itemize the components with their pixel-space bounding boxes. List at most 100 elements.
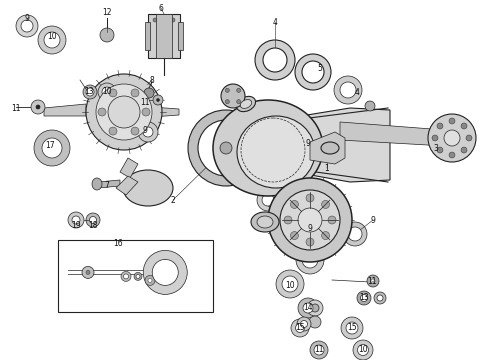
Polygon shape [98,180,120,188]
Circle shape [296,246,324,274]
Ellipse shape [237,116,315,188]
Ellipse shape [321,142,339,154]
Circle shape [98,83,116,101]
Circle shape [98,108,106,116]
Circle shape [371,279,375,283]
Circle shape [311,304,319,312]
Text: 1: 1 [324,163,329,172]
Polygon shape [44,104,86,116]
Circle shape [291,319,309,337]
Circle shape [291,201,298,208]
Circle shape [306,238,314,246]
Circle shape [302,61,324,83]
Circle shape [348,227,362,241]
Circle shape [291,231,298,239]
Text: 9: 9 [306,139,311,148]
Circle shape [321,231,330,239]
Text: 11: 11 [140,98,150,107]
Circle shape [16,15,38,37]
Circle shape [188,110,264,186]
Circle shape [220,142,232,154]
Text: 9: 9 [308,224,313,233]
Circle shape [437,147,443,153]
Circle shape [280,190,340,250]
Text: 3: 3 [434,144,439,153]
Circle shape [367,275,379,287]
Circle shape [361,294,368,302]
Circle shape [263,48,287,72]
Text: 17: 17 [45,140,55,149]
Circle shape [152,260,178,285]
Circle shape [461,147,467,153]
Circle shape [47,35,57,45]
Circle shape [138,122,158,142]
Circle shape [309,316,321,328]
Circle shape [237,100,241,104]
Circle shape [134,273,142,280]
Text: 18: 18 [88,220,98,230]
Circle shape [100,28,114,42]
Circle shape [86,88,94,96]
Circle shape [302,252,318,268]
Circle shape [72,216,80,224]
Circle shape [86,213,100,227]
Circle shape [162,18,166,22]
Circle shape [449,118,455,124]
Polygon shape [215,108,390,182]
Circle shape [276,270,304,298]
Circle shape [90,216,97,224]
Circle shape [144,88,154,98]
Polygon shape [178,22,183,50]
Circle shape [449,152,455,158]
Circle shape [102,87,112,97]
Circle shape [334,76,362,104]
Circle shape [321,201,330,208]
Text: 4: 4 [272,18,277,27]
Text: 5: 5 [318,63,322,72]
Circle shape [298,208,322,232]
Text: 9: 9 [24,14,29,23]
Circle shape [171,18,175,22]
Text: 11: 11 [314,346,324,355]
Circle shape [298,298,318,318]
Circle shape [148,278,152,282]
Circle shape [437,123,443,129]
Circle shape [109,127,117,135]
Circle shape [282,276,298,292]
Text: 13: 13 [359,293,369,302]
Circle shape [109,89,117,97]
Text: 10: 10 [47,32,57,41]
Circle shape [306,194,314,202]
Circle shape [343,222,367,246]
Circle shape [432,135,438,141]
Circle shape [268,178,352,262]
Circle shape [295,324,304,333]
Circle shape [68,212,84,228]
Polygon shape [310,132,345,164]
Circle shape [297,317,311,331]
Text: 6: 6 [159,4,164,13]
Circle shape [300,320,308,328]
Circle shape [314,345,324,355]
Circle shape [262,194,274,206]
Text: 10: 10 [102,86,112,95]
Text: 11: 11 [367,276,377,285]
Ellipse shape [123,170,173,206]
Circle shape [303,303,313,313]
Text: 15: 15 [295,324,305,333]
Polygon shape [156,14,172,58]
Circle shape [357,291,371,305]
Text: 15: 15 [347,324,357,333]
Circle shape [121,271,131,282]
Circle shape [198,120,254,176]
Circle shape [36,105,40,109]
Text: 7: 7 [104,180,109,189]
Polygon shape [340,122,448,146]
Circle shape [136,274,140,278]
Ellipse shape [257,216,273,228]
Polygon shape [152,107,179,117]
Text: 8: 8 [149,76,154,85]
Text: 16: 16 [113,239,123,248]
Circle shape [353,340,373,360]
Circle shape [108,96,140,128]
